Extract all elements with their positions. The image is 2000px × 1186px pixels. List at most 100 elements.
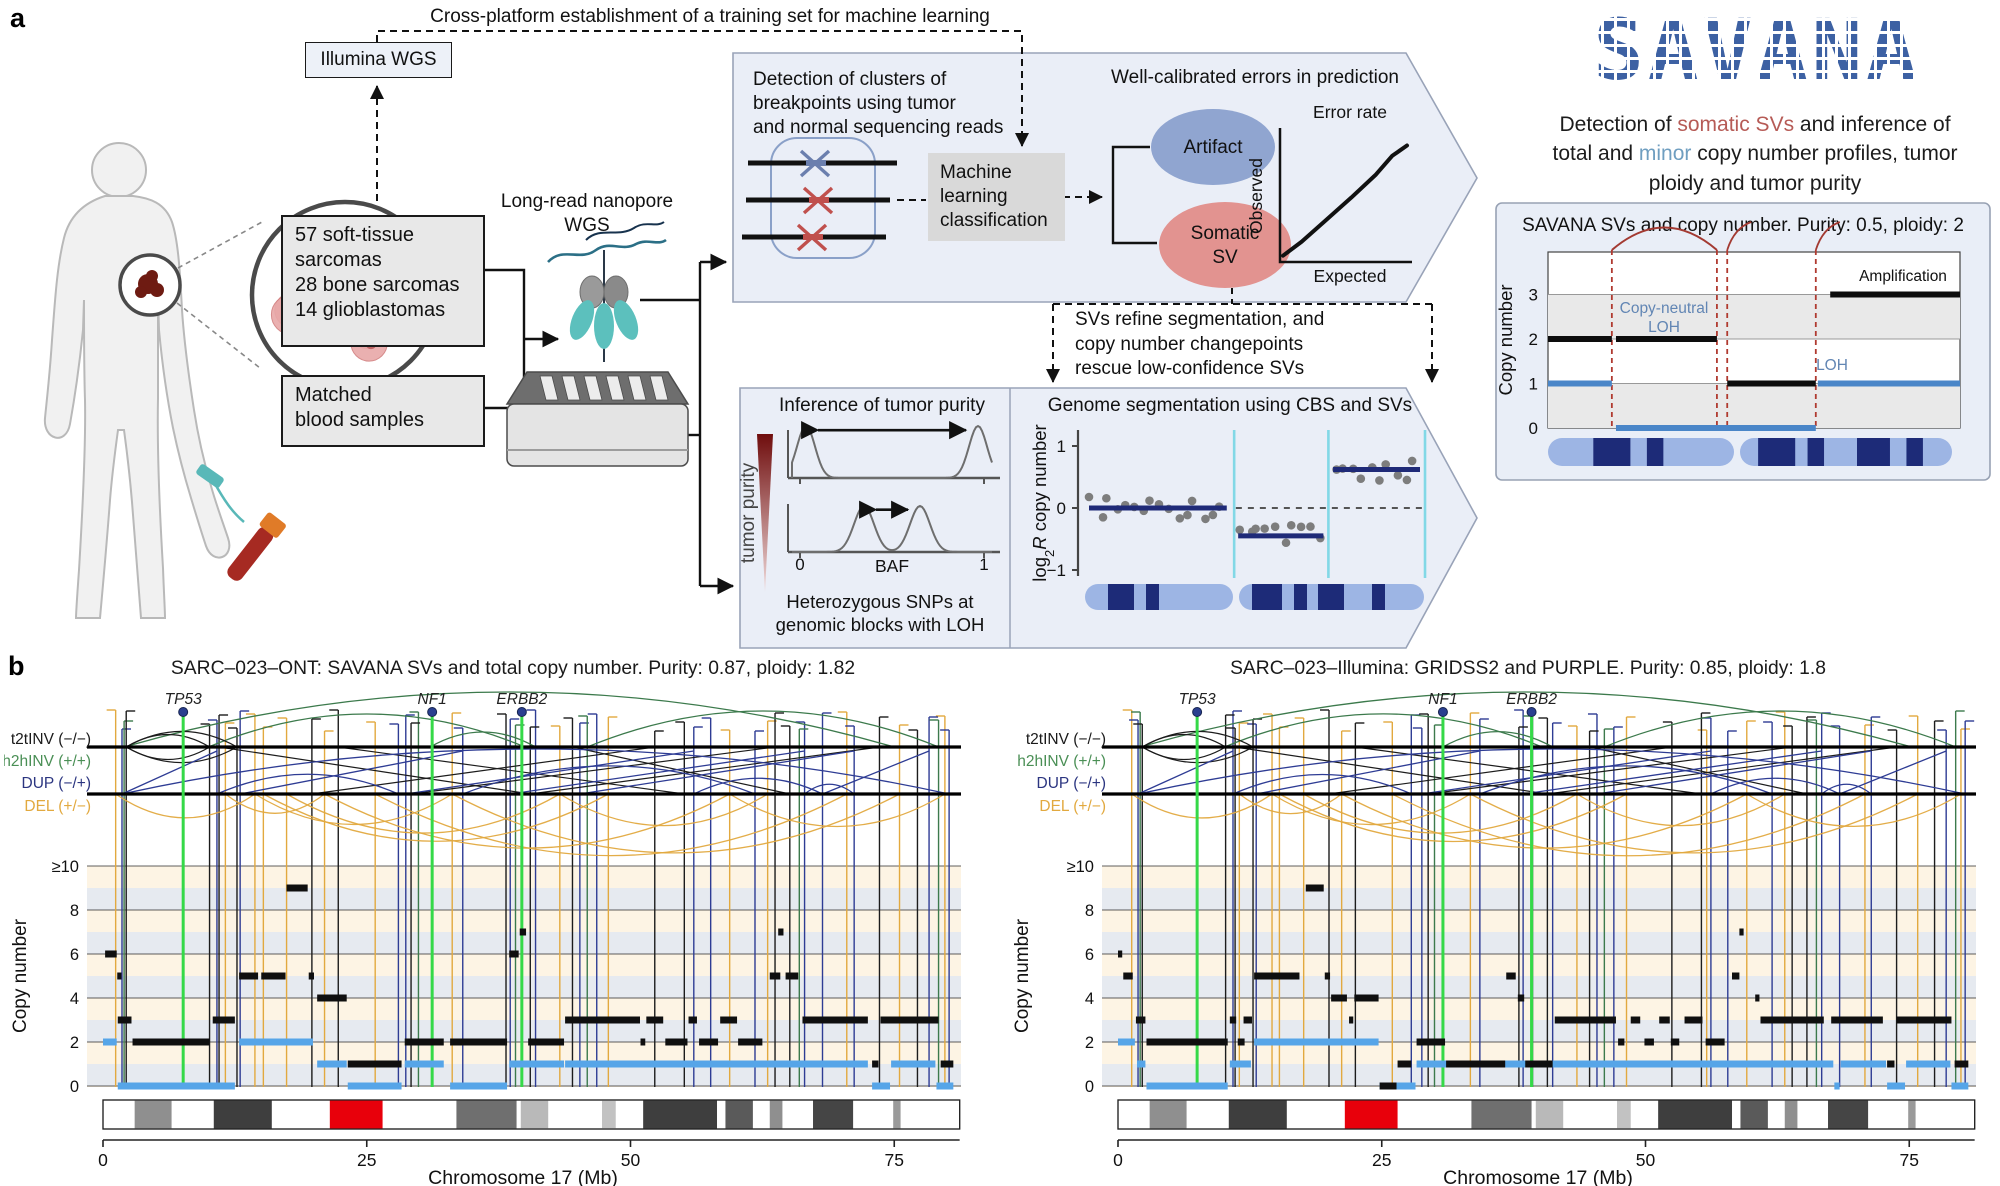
t2t-connector	[311, 746, 655, 795]
panel-a-label: a	[10, 3, 26, 33]
total-cn-segment	[117, 972, 122, 980]
text-label: LOH	[1648, 319, 1680, 336]
total-cn-segment	[1254, 972, 1300, 980]
desc-part: copy number profiles, tumor ploidy and t…	[1648, 142, 1958, 195]
del-arc	[1470, 793, 1918, 854]
dup-arc	[216, 773, 399, 795]
total-cn-segment	[1146, 1038, 1228, 1046]
total-cn-segment	[785, 972, 799, 980]
detection-heading: Detection of clusters of breakpoints usi…	[753, 69, 1004, 138]
total-cn-segment	[1331, 994, 1347, 1002]
segmentation-heading: Genome segmentation using CBS and SVs	[1047, 395, 1413, 416]
ideogram-band	[520, 1100, 549, 1129]
nanopore-icon	[547, 221, 667, 362]
log2r-point	[1201, 514, 1210, 524]
dup-connector	[1137, 750, 1234, 795]
somatic-sv-ellipse	[1159, 202, 1291, 288]
del-arc	[115, 793, 256, 819]
t2t-connector	[1428, 746, 1793, 795]
ideogram-band	[813, 1100, 854, 1129]
total-cn-segment	[261, 972, 286, 980]
total-cn-segment	[308, 972, 314, 980]
del-arc	[1238, 793, 1343, 815]
total-cn-segment	[1760, 1016, 1824, 1024]
minor-cn-segment	[1379, 1082, 1416, 1090]
total-cn-segment	[738, 1038, 763, 1046]
minor-cn-segment	[1416, 1060, 1834, 1068]
ideogram-band	[1535, 1100, 1564, 1129]
ideogram-band	[1149, 1100, 1187, 1129]
text-label: 50	[1636, 1150, 1656, 1170]
desc-part: minor	[1638, 142, 1692, 166]
del-arc	[451, 793, 900, 854]
error-rate-plot: Error rate Expected Observed	[1246, 102, 1412, 286]
text-label: LOH	[1816, 357, 1848, 374]
dup-connector	[1596, 750, 1872, 795]
text-label: 75	[1900, 1150, 1919, 1170]
text-label: 6	[1085, 946, 1094, 964]
log2r-point	[1098, 512, 1108, 522]
log2r-point	[1102, 493, 1111, 503]
cn-stripe	[87, 976, 961, 998]
text-label: 2	[1529, 330, 1538, 349]
text-label: h2hINV (+/+)	[1017, 753, 1106, 770]
total-cn-segment	[640, 1038, 646, 1046]
log2r-point	[1381, 460, 1390, 469]
dup-connector	[510, 750, 805, 795]
total-cn-segment	[1506, 972, 1516, 980]
h2h-arc	[1442, 731, 1553, 748]
ideogram-band	[1908, 1100, 1916, 1129]
ideogram-band	[893, 1100, 901, 1129]
total-cn-segment	[1517, 994, 1525, 1002]
text-label: SARC–023–Illumina: GRIDSS2 and PURPLE. P…	[1230, 658, 1826, 679]
minor-cn-segment	[1548, 380, 1612, 387]
total-cn-segment	[1954, 1060, 1969, 1068]
t2t-connector	[410, 746, 776, 795]
cn-stripe	[1102, 1064, 1976, 1086]
dup-connector	[822, 750, 930, 795]
h2h-arc	[123, 691, 895, 748]
total-cn-segment	[565, 1016, 640, 1024]
log2r-point	[1402, 475, 1412, 485]
h2h-arc	[586, 710, 939, 748]
total-cn-segment	[1548, 336, 1612, 342]
text-label: 3	[1529, 286, 1538, 305]
cn-stripe	[1102, 976, 1976, 998]
log2r-point	[1084, 492, 1094, 502]
dup-connector	[240, 750, 463, 795]
cn-stripe	[1102, 932, 1976, 954]
text-label: DEL (+/−)	[1039, 798, 1106, 815]
total-cn-segment	[1831, 1016, 1883, 1024]
dup-connector	[1421, 750, 1712, 795]
del-arc	[1746, 793, 1962, 828]
total-cn-segment	[1305, 884, 1324, 892]
del-arc	[254, 793, 453, 825]
del-arc	[263, 793, 609, 842]
total-cn-segment	[688, 1016, 697, 1024]
del-arc	[324, 793, 730, 849]
log2r-point	[1375, 476, 1384, 485]
log2r-point	[1175, 514, 1185, 523]
text-label: ERBB2	[1506, 691, 1557, 708]
text-label: ≥10	[52, 858, 79, 876]
minor-cn-segment	[891, 1060, 936, 1068]
total-cn-segment	[1397, 1060, 1412, 1068]
log2r-point	[1235, 525, 1245, 535]
log2r-point	[1270, 522, 1280, 532]
text-label: Copy-neutral	[1620, 300, 1709, 317]
text-label: 0	[1529, 419, 1538, 438]
total-cn-segment	[646, 1016, 664, 1024]
dup-arc	[462, 765, 756, 795]
total-cn-segment	[317, 994, 347, 1002]
total-cn-segment	[1237, 1038, 1245, 1046]
somatic-sv-label: Somatic SV	[1190, 223, 1260, 268]
text-label: 8	[1085, 902, 1094, 920]
error-curve	[1281, 143, 1409, 258]
log2r-point	[1286, 520, 1296, 530]
text-label: 2	[70, 1034, 79, 1052]
log2r-point	[1260, 524, 1269, 533]
text-label: 2	[1085, 1034, 1094, 1052]
log2r-point	[1407, 456, 1417, 466]
minor-cn-segment	[1146, 1082, 1228, 1090]
dup-arc	[1137, 748, 1966, 795]
